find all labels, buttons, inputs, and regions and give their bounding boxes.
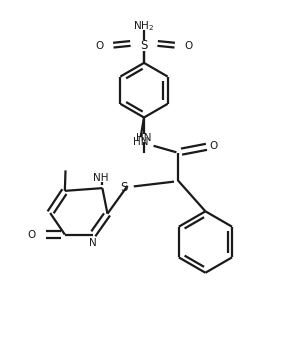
Text: O: O xyxy=(209,141,217,152)
Text: NH$_2$: NH$_2$ xyxy=(133,20,155,33)
Text: S: S xyxy=(120,181,127,194)
Text: NH: NH xyxy=(93,173,108,183)
Text: S: S xyxy=(140,39,148,52)
Text: HN: HN xyxy=(136,133,152,143)
Text: O: O xyxy=(27,230,35,239)
Text: O: O xyxy=(184,41,192,51)
Text: HN: HN xyxy=(133,137,148,147)
Text: N: N xyxy=(89,238,97,248)
Text: O: O xyxy=(96,41,104,51)
